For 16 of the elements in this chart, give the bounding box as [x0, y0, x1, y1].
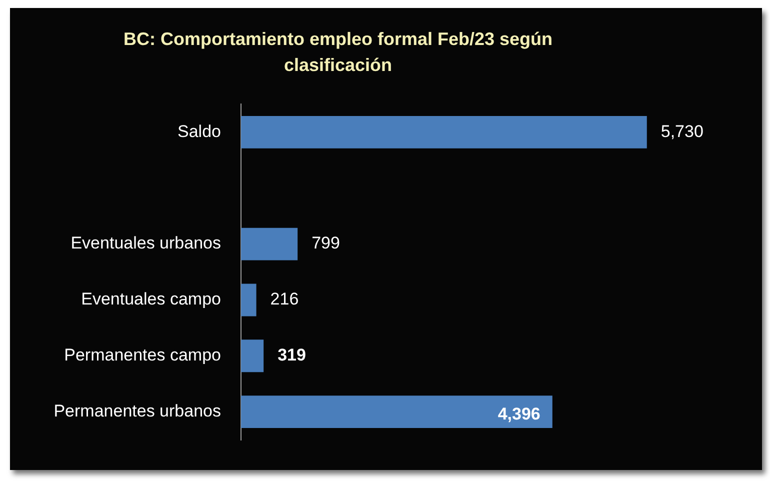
- data-label: 319: [278, 346, 306, 365]
- y-tick-label: Permanentes urbanos: [54, 402, 221, 421]
- y-tick-label: Eventuales campo: [81, 290, 221, 309]
- bar: [241, 228, 298, 260]
- data-label: 799: [312, 234, 340, 253]
- data-label: 216: [270, 290, 299, 309]
- y-tick-label: Saldo: [178, 122, 221, 141]
- bar: [241, 284, 256, 316]
- bar: [241, 340, 264, 372]
- bar: [241, 396, 552, 428]
- data-label: 4,396: [498, 404, 540, 424]
- chart-title: BC: Comportamiento empleo formal Feb/23 según clasificación: [123, 29, 553, 76]
- bar: [241, 116, 647, 148]
- data-label: 5,730: [660, 122, 704, 141]
- y-tick-label: Permanentes campo: [64, 346, 221, 365]
- y-tick-label: Eventuales urbanos: [70, 234, 221, 253]
